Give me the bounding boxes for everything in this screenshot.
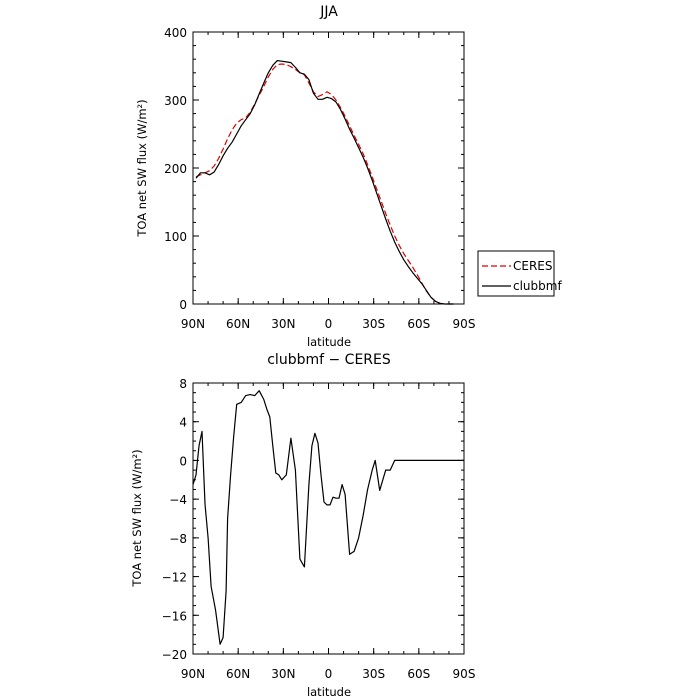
bottom-x-tick-label: 30S xyxy=(362,667,385,681)
bottom-x-tick-label: 0 xyxy=(325,667,333,681)
bottom-y-tick-label: 8 xyxy=(179,377,187,391)
top-y-tick-label: 200 xyxy=(164,162,187,176)
bottom-x-tick-label: 60N xyxy=(226,667,250,681)
top-y-tick-label: 0 xyxy=(179,298,187,312)
top-series-group xyxy=(195,59,454,305)
bottom-x-axis-label: latitude xyxy=(307,685,351,699)
top-x-tick-label: 30S xyxy=(362,317,385,331)
top-plot-frame xyxy=(192,31,465,305)
bottom-y-tick-label: −20 xyxy=(162,648,187,662)
top-axis-ticks: 90N 60N 30N 0 30S 60S 90S 0 100 200 300 400 xyxy=(164,26,475,331)
bottom-series-group xyxy=(192,390,464,645)
bottom-y-tick-label: −12 xyxy=(162,571,187,585)
bottom-y-tick-label: 0 xyxy=(179,454,187,468)
top-y-tick-label: 100 xyxy=(164,230,187,244)
bottom-y-tick-label: 4 xyxy=(179,416,187,430)
top-x-tick-label: 60N xyxy=(226,317,250,331)
top-x-tick-label: 30N xyxy=(271,317,295,331)
top-x-tick-label: 90S xyxy=(453,317,476,331)
bottom-chart-title: clubbmf − CERES xyxy=(267,352,391,368)
legend-box xyxy=(477,250,555,297)
bottom-x-tick-label: 30N xyxy=(271,667,295,681)
legend: CERES clubbmf xyxy=(477,250,562,297)
bottom-plot-frame xyxy=(192,382,465,655)
top-x-axis-label: latitude xyxy=(307,335,351,349)
bottom-y-tick-label: −4 xyxy=(169,493,187,507)
top-y-tick-label: 300 xyxy=(164,94,187,108)
bottom-y-axis-label: TOA net SW flux (W/m²) xyxy=(130,449,144,587)
legend-label-clubbmf: clubbmf xyxy=(513,279,562,293)
top-y-tick-label: 400 xyxy=(164,26,187,40)
bottom-x-tick-label: 60S xyxy=(407,667,430,681)
bottom-chart: clubbmf − CERES 90N 60N 30N 0 30S 60S 90S 8 4 0 −4… xyxy=(130,352,475,699)
bottom-y-tick-label: −8 xyxy=(169,532,187,546)
top-series-line-clubbmf xyxy=(195,59,454,305)
top-series-line-ceres xyxy=(195,63,454,305)
bottom-series-line-0 xyxy=(192,390,464,645)
top-x-tick-label: 60S xyxy=(407,317,430,331)
top-chart-title: JJA xyxy=(319,4,338,20)
bottom-x-tick-label: 90S xyxy=(453,667,476,681)
bottom-axis-ticks: 90N 60N 30N 0 30S 60S 90S 8 4 0 −4 −8 −12 −16 −20 xyxy=(162,377,476,681)
legend-label-ceres: CERES xyxy=(513,259,553,273)
top-x-tick-label: 90N xyxy=(181,317,205,331)
bottom-y-tick-label: −16 xyxy=(162,609,187,623)
top-chart: JJA 90N 60N 30N 0 30S 60S 90S 0 100 200 300 400 lat… xyxy=(135,4,562,349)
top-x-tick-label: 0 xyxy=(325,317,333,331)
bottom-x-tick-label: 90N xyxy=(181,667,205,681)
top-y-axis-label: TOA net SW flux (W/m²) xyxy=(135,99,149,237)
